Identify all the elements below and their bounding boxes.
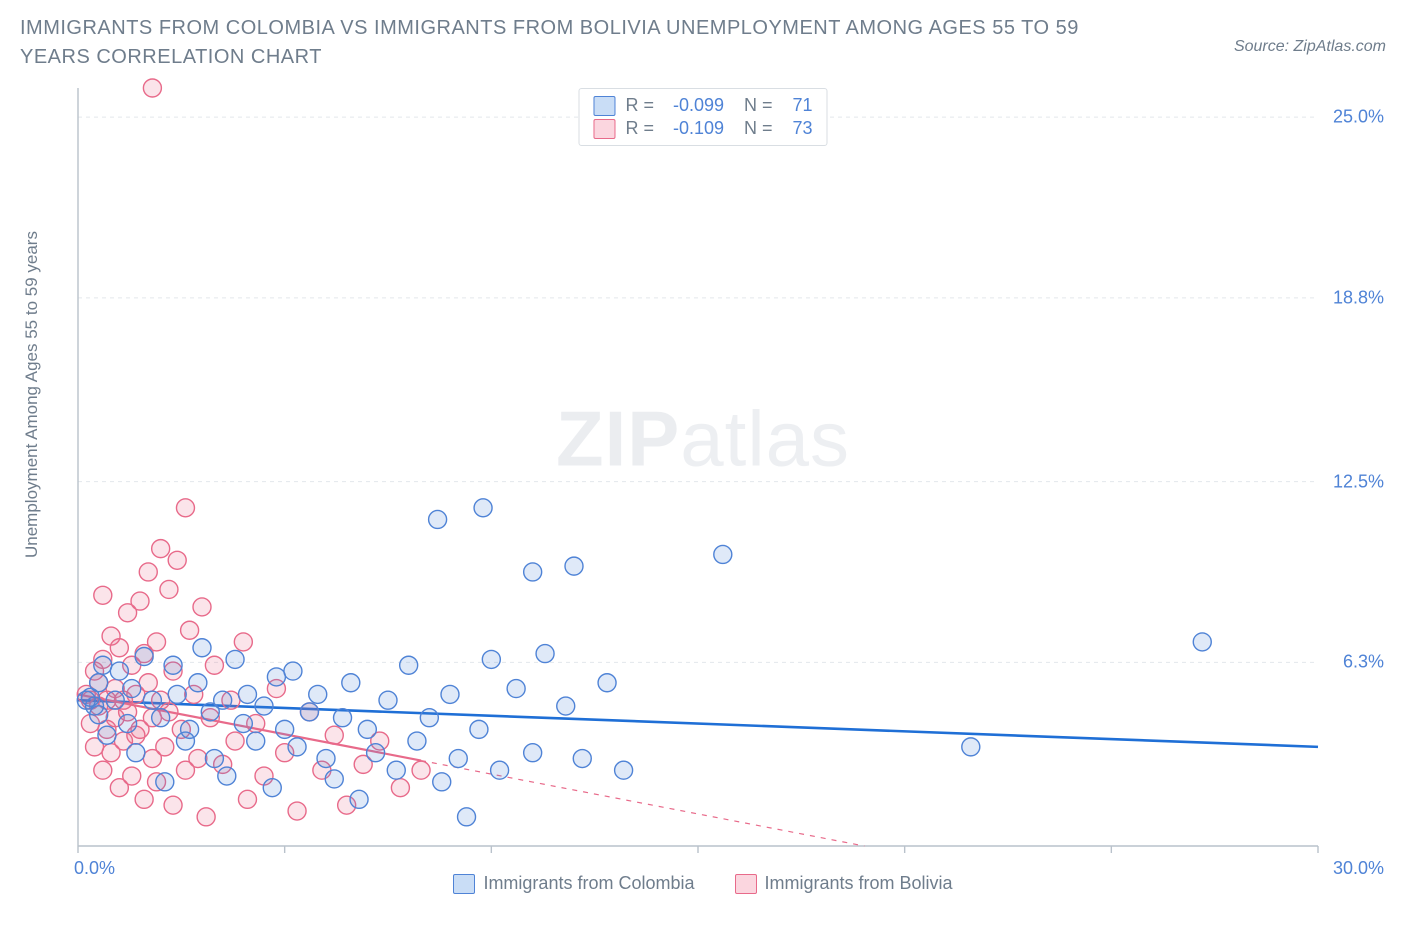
chart-canvas	[20, 78, 1386, 898]
series-legend: Immigrants from Colombia Immigrants from…	[20, 873, 1386, 894]
source-attribution: Source: ZipAtlas.com	[1234, 14, 1386, 56]
chart-title: IMMIGRANTS FROM COLOMBIA VS IMMIGRANTS F…	[20, 14, 1140, 72]
stats-row-bolivia: R = -0.109 N = 73	[593, 118, 812, 139]
x-tick-label: 30.0%	[1333, 858, 1384, 879]
swatch-bolivia	[735, 874, 757, 894]
stat-R-label: R =	[625, 118, 654, 139]
x-tick-label: 0.0%	[74, 858, 115, 879]
stats-legend-box: R = -0.099 N = 71 R = -0.109 N = 73	[578, 88, 827, 146]
y-tick-label: 6.3%	[1343, 652, 1384, 673]
swatch-bolivia	[593, 119, 615, 139]
legend-item-bolivia: Immigrants from Bolivia	[735, 873, 953, 894]
swatch-colombia	[453, 874, 475, 894]
correlation-scatter-chart: Unemployment Among Ages 55 to 59 years Z…	[20, 78, 1386, 898]
y-tick-label: 25.0%	[1333, 107, 1384, 128]
legend-label-colombia: Immigrants from Colombia	[483, 873, 694, 894]
legend-item-colombia: Immigrants from Colombia	[453, 873, 694, 894]
stats-row-colombia: R = -0.099 N = 71	[593, 95, 812, 116]
stat-R-bolivia: -0.109	[664, 118, 724, 139]
stat-N-bolivia: 73	[783, 118, 813, 139]
legend-label-bolivia: Immigrants from Bolivia	[765, 873, 953, 894]
stat-N-label: N =	[734, 118, 773, 139]
y-tick-label: 18.8%	[1333, 287, 1384, 308]
stat-R-label: R =	[625, 95, 654, 116]
y-tick-label: 12.5%	[1333, 471, 1384, 492]
stat-N-colombia: 71	[783, 95, 813, 116]
swatch-colombia	[593, 96, 615, 116]
stat-N-label: N =	[734, 95, 773, 116]
stat-R-colombia: -0.099	[664, 95, 724, 116]
